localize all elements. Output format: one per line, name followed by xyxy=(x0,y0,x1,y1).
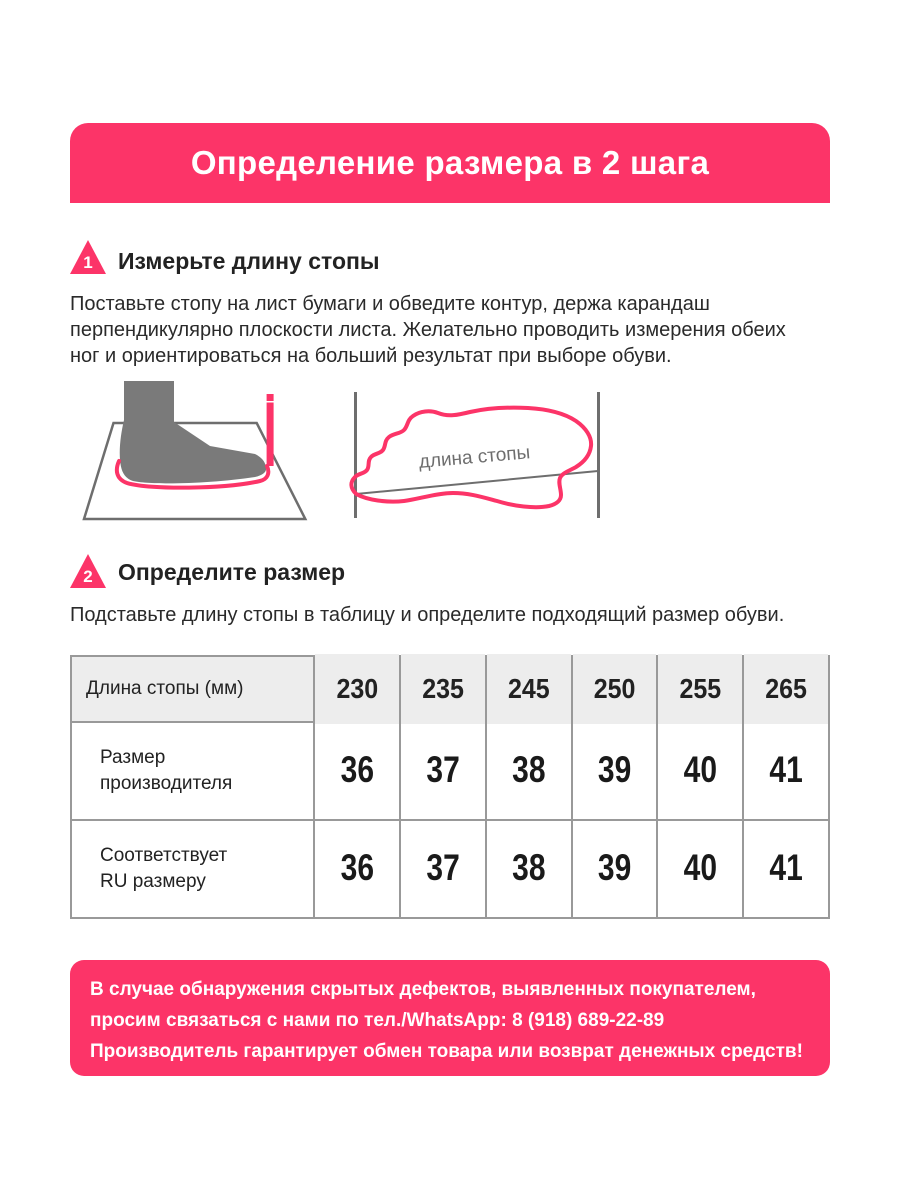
svg-text:2: 2 xyxy=(83,567,92,586)
svg-text:длина стопы: длина стопы xyxy=(418,442,531,473)
svg-text:1: 1 xyxy=(83,253,92,272)
